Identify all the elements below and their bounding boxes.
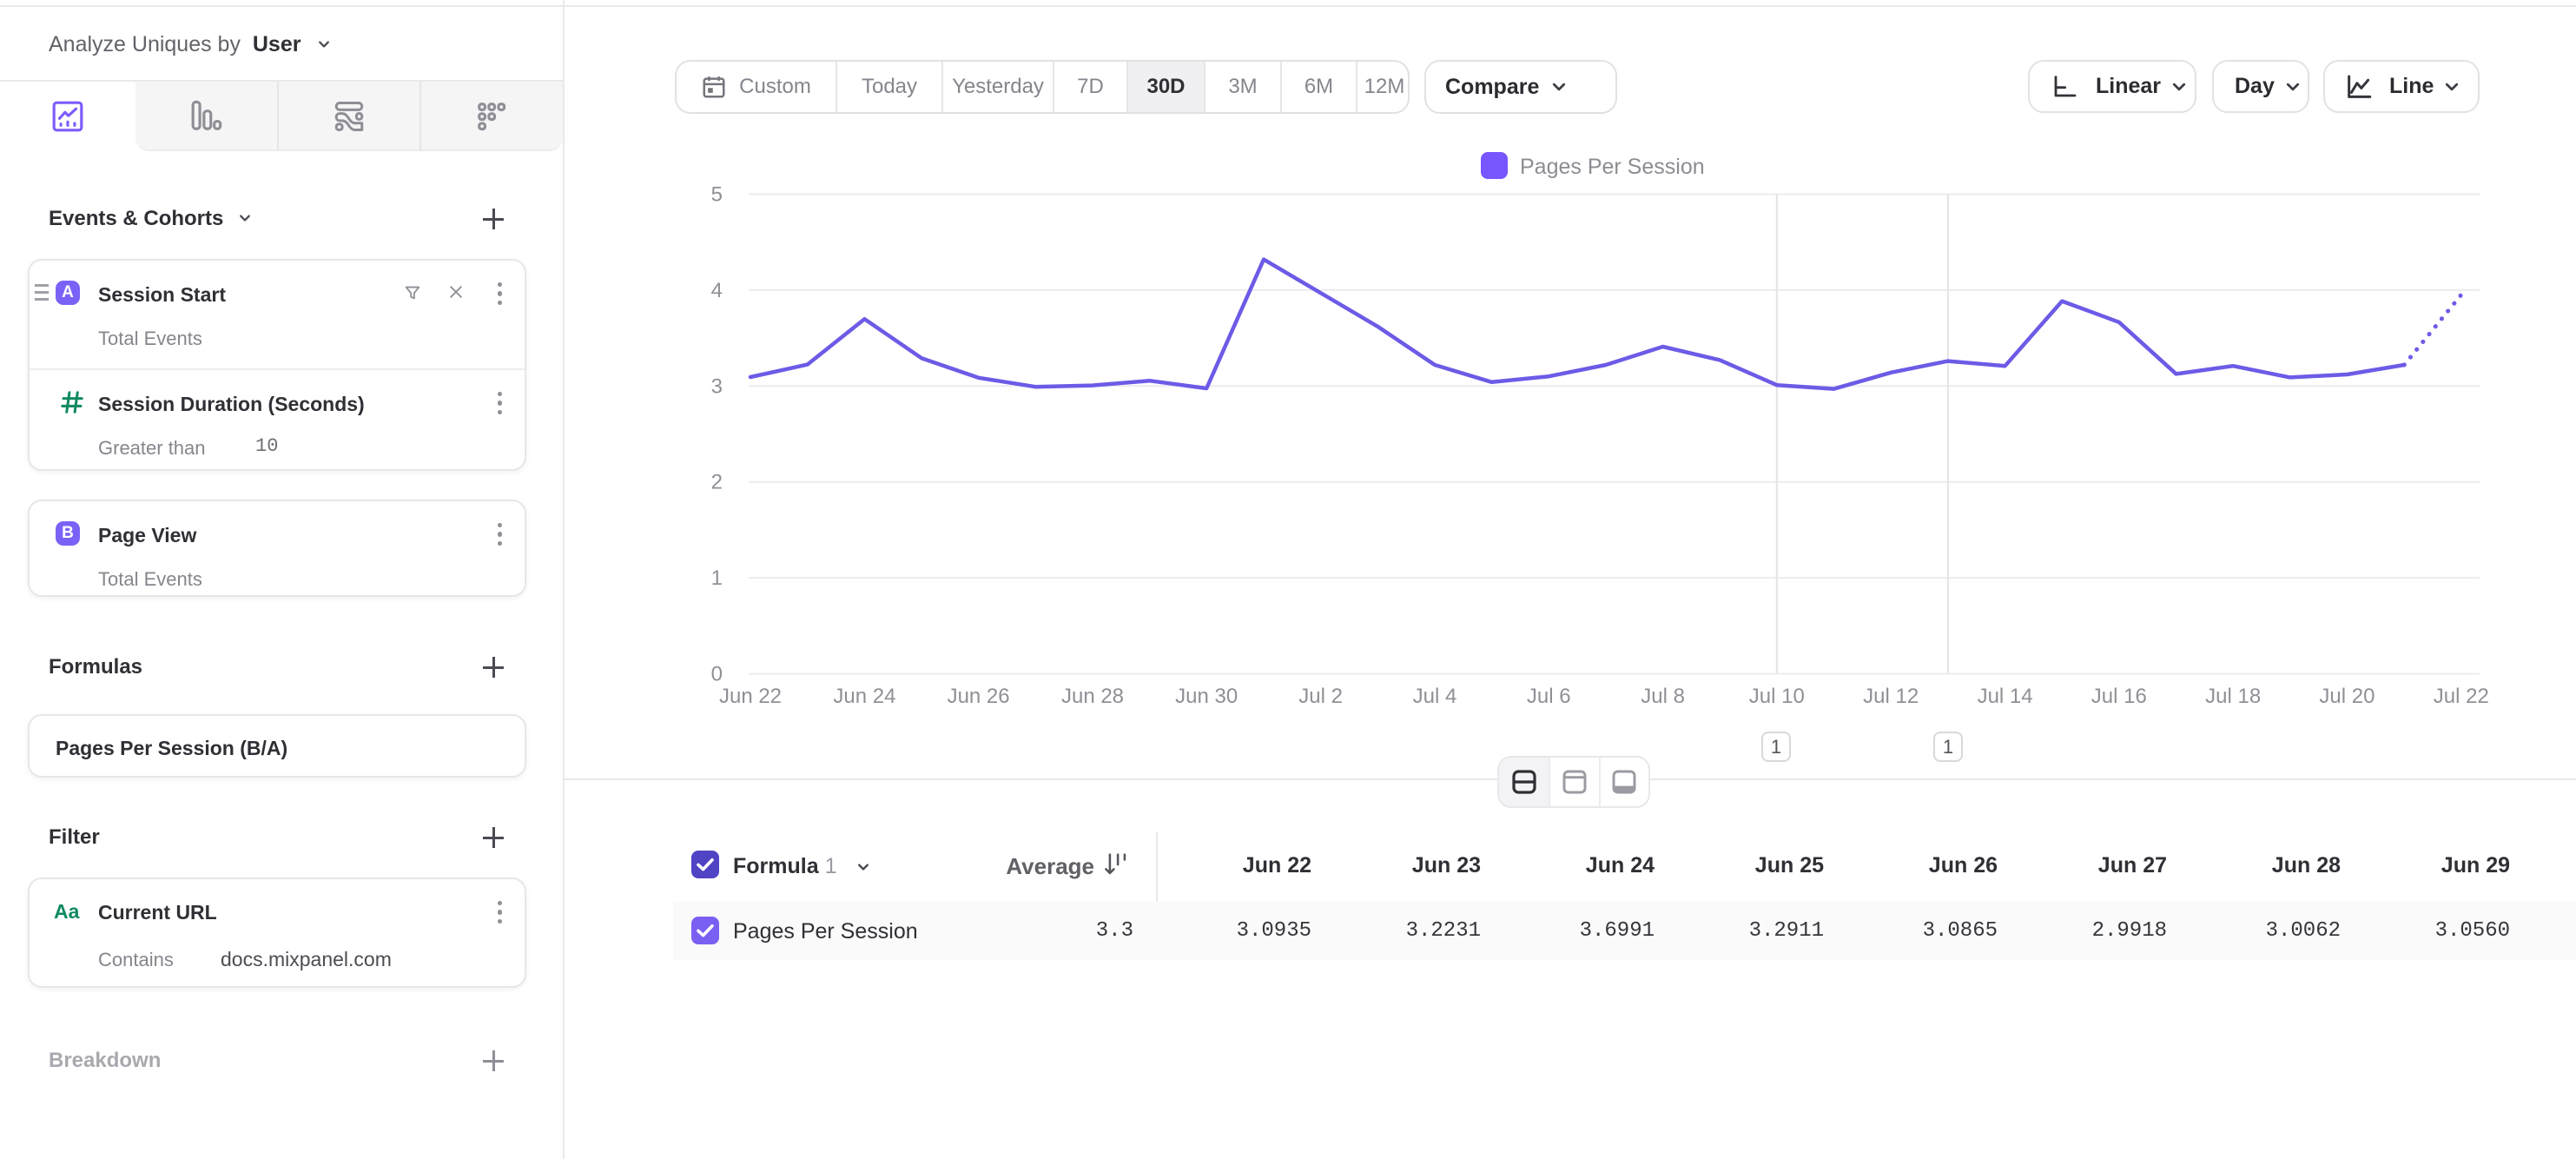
svg-text:Jun 22: Jun 22 <box>719 685 782 708</box>
svg-text:Jun 24: Jun 24 <box>833 685 895 708</box>
svg-text:5: 5 <box>711 183 723 207</box>
svg-text:Jul 10: Jul 10 <box>1749 685 1805 708</box>
svg-text:1: 1 <box>711 566 723 590</box>
svg-text:Jul 2: Jul 2 <box>1298 685 1343 708</box>
svg-text:Jul 22: Jul 22 <box>2434 685 2489 708</box>
svg-text:Jul 14: Jul 14 <box>1978 685 2033 708</box>
svg-text:Jun 28: Jun 28 <box>1061 685 1124 708</box>
svg-text:Jul 6: Jul 6 <box>1527 685 1571 708</box>
svg-text:4: 4 <box>711 279 723 302</box>
svg-text:2: 2 <box>711 471 723 494</box>
svg-text:Jul 8: Jul 8 <box>1641 685 1685 708</box>
svg-text:Jun 26: Jun 26 <box>948 685 1010 708</box>
svg-text:Jun 30: Jun 30 <box>1175 685 1238 708</box>
svg-text:0: 0 <box>711 663 723 686</box>
svg-text:Jul 20: Jul 20 <box>2319 685 2375 708</box>
svg-text:Jul 18: Jul 18 <box>2205 685 2261 708</box>
svg-text:Jul 12: Jul 12 <box>1863 685 1919 708</box>
svg-text:3: 3 <box>711 374 723 398</box>
svg-text:Jul 4: Jul 4 <box>1413 685 1457 708</box>
svg-text:Jul 16: Jul 16 <box>2091 685 2147 708</box>
